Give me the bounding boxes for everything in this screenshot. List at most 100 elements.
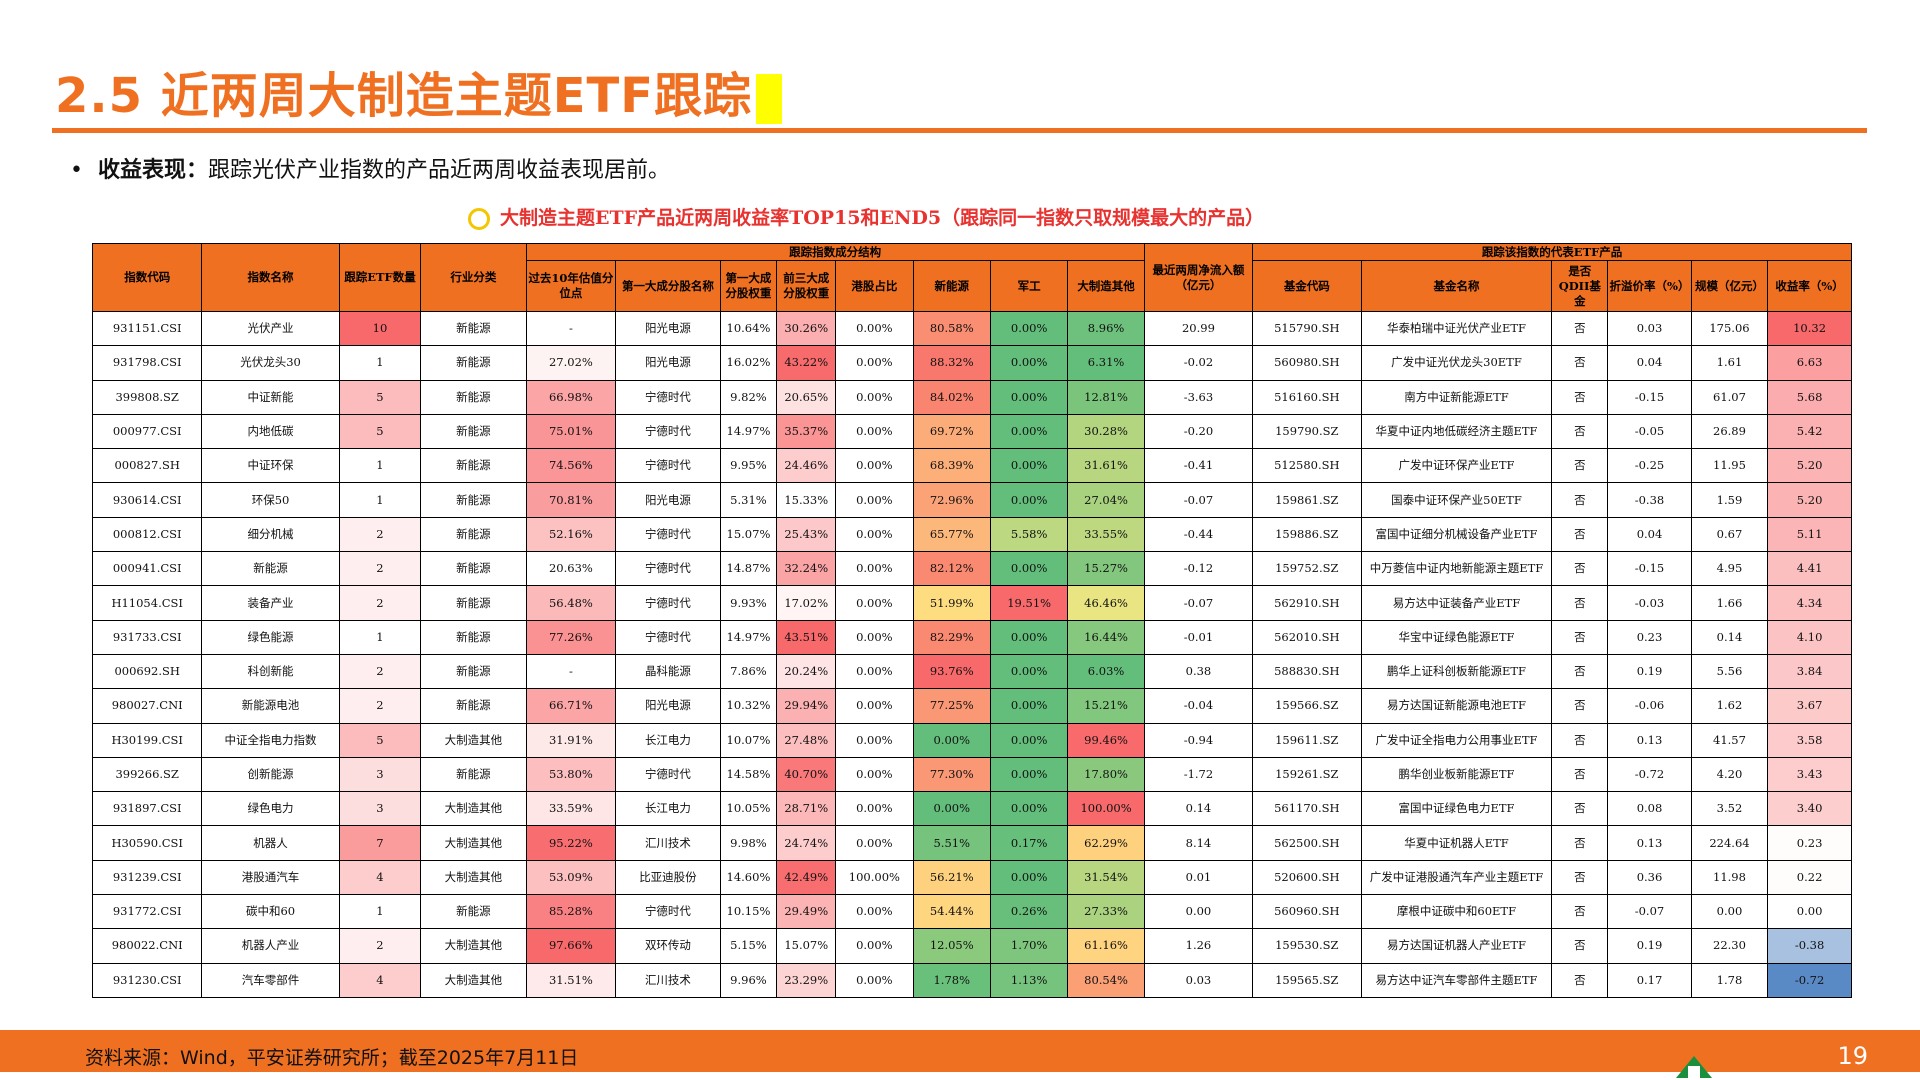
table-cell: 阳光电源 — [615, 310, 721, 347]
table-cell: 23.29% — [776, 962, 837, 998]
table-cell: 5 — [338, 413, 422, 450]
table-cell: 宁德时代 — [615, 413, 721, 450]
table-cell: 80.58% — [912, 310, 991, 347]
table-cell: 931230.CSI — [91, 962, 203, 998]
table-cell: 6.63 — [1767, 345, 1852, 381]
table-cell: 否 — [1551, 722, 1609, 758]
table-cell: 20.24% — [776, 653, 837, 690]
table-cell: 大制造其他 — [420, 859, 527, 896]
table-cell: 0.00% — [835, 585, 914, 621]
table-cell: 14.87% — [719, 551, 778, 587]
table-cell: 15.07% — [719, 516, 778, 553]
table-cell: 12.81% — [1067, 379, 1145, 415]
table-cell: 0.00% — [835, 791, 914, 827]
table-cell: 10.07% — [719, 722, 778, 758]
table-cell: 0.01 — [1143, 859, 1254, 896]
table-cell: 1 — [338, 894, 422, 930]
bullet-text: 跟踪光伏产业指数的产品近两周收益表现居前。 — [208, 158, 671, 183]
table-cell: 广发中证全指电力公用事业ETF — [1360, 722, 1553, 758]
table-cell: 1 — [338, 345, 422, 381]
table-cell: 5.58% — [989, 516, 1069, 553]
table-cell: 0.00 — [1143, 894, 1254, 930]
table-cell: 74.56% — [525, 448, 617, 484]
summary-bullet: • 收益表现：跟踪光伏产业指数的产品近两周收益表现居前。 — [70, 152, 670, 184]
table-cell: 阳光电源 — [615, 345, 721, 381]
table-cell: 512580.SH — [1252, 448, 1362, 484]
table-cell: 66.71% — [525, 688, 617, 724]
table-cell: 52.16% — [525, 516, 617, 553]
table-cell: 广发中证环保产业ETF — [1360, 448, 1553, 484]
table-cell: 碳中和60 — [201, 894, 340, 930]
table-cell: 宁德时代 — [615, 516, 721, 553]
table-cell: 77.30% — [912, 756, 991, 793]
header-cell: 第一大成分股名称 — [615, 260, 721, 312]
table-cell: 否 — [1551, 413, 1609, 450]
table-cell: -0.72 — [1767, 962, 1852, 998]
table-cell: 华夏中证内地低碳经济主题ETF — [1360, 413, 1553, 450]
table-cell: 摩根中证碳中和60ETF — [1360, 894, 1553, 930]
table-cell: 宁德时代 — [615, 894, 721, 930]
table-cell: -0.12 — [1143, 551, 1254, 587]
table-cell: 0.17 — [1607, 962, 1692, 998]
table-row: 000977.CSI 内地低碳 5 新能源 75.01% 宁德时代 14.97% 35.37%… — [91, 413, 1852, 450]
table-cell: 鹏华创业板新能源ETF — [1360, 756, 1553, 793]
bullet-label: 收益表现： — [98, 157, 209, 183]
table-row: H30590.CSI 机器人 7 大制造其他 95.22% 汇川技术 9.98% 24.74%… — [91, 825, 1852, 861]
table-cell: 0.00% — [835, 894, 914, 930]
table-cell: 224.64 — [1690, 825, 1769, 861]
table-cell: 15.27% — [1067, 551, 1145, 587]
table-cell: 40.70% — [776, 756, 837, 793]
table-cell: 光伏龙头30 — [201, 345, 340, 381]
table-cell: 5.42 — [1767, 413, 1852, 450]
table-cell: 8.96% — [1067, 310, 1145, 347]
page-title: 2.5 近两周大制造主题ETF跟踪 — [55, 56, 783, 126]
table-cell: 65.77% — [912, 516, 991, 553]
table-cell: 否 — [1551, 928, 1609, 964]
table-cell: 创新能源 — [201, 756, 340, 793]
table-cell: 399808.SZ — [91, 379, 203, 415]
table-cell: 4 — [338, 859, 422, 896]
table-cell: 大制造其他 — [420, 722, 527, 758]
table-cell: 光伏产业 — [201, 310, 340, 347]
table-cell: 否 — [1551, 962, 1609, 998]
table-cell: 562910.SH — [1252, 585, 1362, 621]
table-cell: 24.46% — [776, 448, 837, 484]
table-cell: 0.17% — [989, 825, 1069, 861]
table-cell: -0.38 — [1767, 928, 1852, 964]
table-row: 931151.CSI 光伏产业 10 新能源 - 阳光电源 10.64% 30.26% 0.00… — [91, 310, 1852, 347]
table-cell: 159752.SZ — [1252, 551, 1362, 587]
title-marker — [756, 74, 783, 124]
table-row: 000827.SH 中证环保 1 新能源 74.56% 宁德时代 9.95% 24.46% 0.… — [91, 448, 1852, 484]
table-cell: 新能源 — [420, 379, 527, 415]
table-cell: 11.98 — [1690, 859, 1769, 896]
table-cell: 长江电力 — [615, 722, 721, 758]
table-cell: 5.11 — [1767, 516, 1852, 553]
table-cell: -0.05 — [1607, 413, 1692, 450]
header-cell: 军工 — [989, 260, 1069, 312]
table-cell: 新能源 — [420, 551, 527, 587]
table-cell: 100.00% — [835, 859, 914, 896]
table-cell: 新能源 — [201, 551, 340, 587]
table-cell: 否 — [1551, 448, 1609, 484]
table-cell: 0.00% — [835, 413, 914, 450]
table-cell: 否 — [1551, 894, 1609, 930]
table-cell: 562010.SH — [1252, 619, 1362, 655]
table-cell: 0.14 — [1690, 619, 1769, 655]
table-cell: 10.32 — [1767, 310, 1852, 347]
table-cell: 0.03 — [1143, 962, 1254, 998]
table-cell: 159790.SZ — [1252, 413, 1362, 450]
table-cell: 大制造其他 — [420, 825, 527, 861]
circle-icon — [468, 208, 490, 230]
table-cell: 宁德时代 — [615, 551, 721, 587]
table-cell: 否 — [1551, 585, 1609, 621]
table-cell: 新能源 — [420, 310, 527, 347]
table-row: 399266.SZ 创新能源 3 新能源 53.80% 宁德时代 14.58% 40.70% 0… — [91, 756, 1852, 793]
table-cell: 1.78 — [1690, 962, 1769, 998]
table-cell: 27.02% — [525, 345, 617, 381]
table-cell: 0.00% — [835, 345, 914, 381]
table-cell: 82.29% — [912, 619, 991, 655]
etf-table-body: 931151.CSI 光伏产业 10 新能源 - 阳光电源 10.64% 30.26% 0.00… — [91, 310, 1852, 998]
table-cell: 0.00% — [835, 825, 914, 861]
table-cell: 80.54% — [1067, 962, 1145, 998]
table-cell: 33.55% — [1067, 516, 1145, 553]
